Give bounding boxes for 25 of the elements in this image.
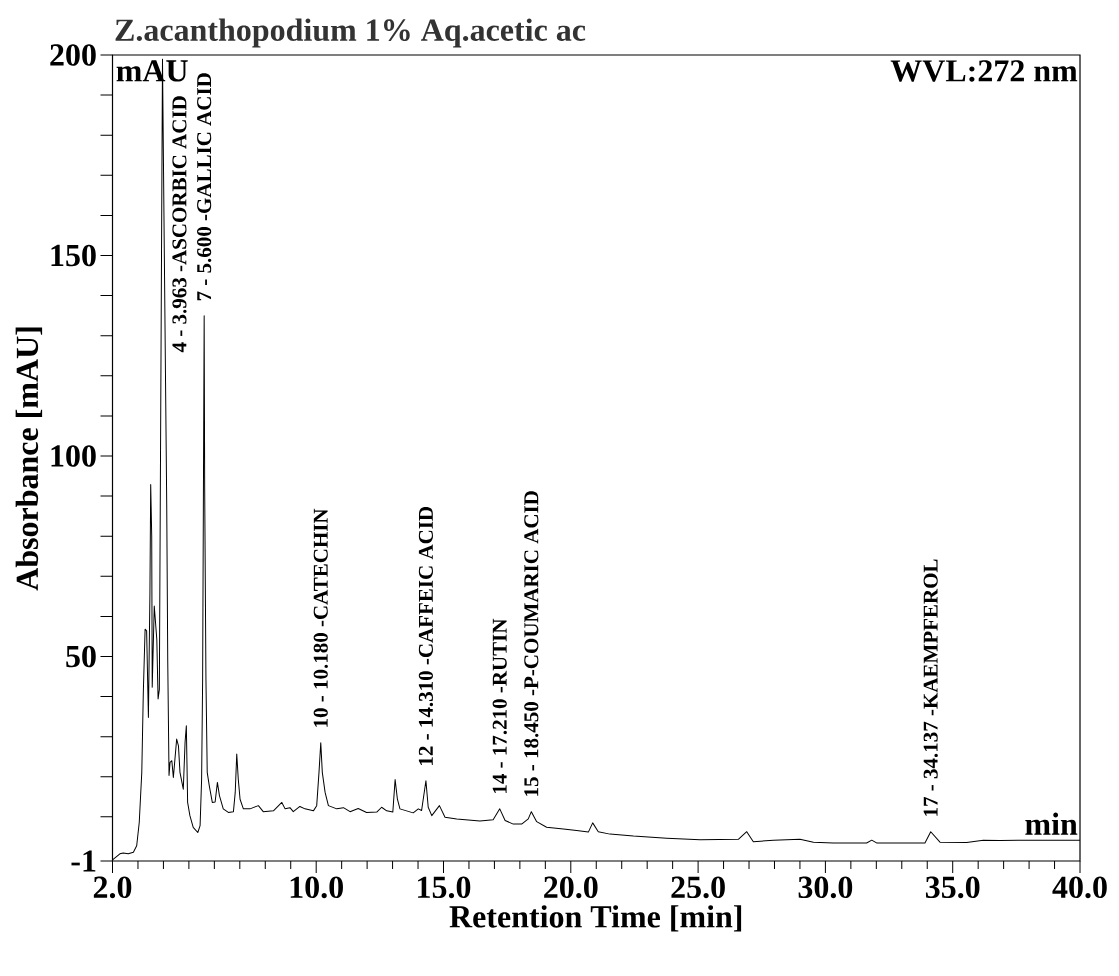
x-tick-label: 25.0 xyxy=(671,876,725,899)
annotation: 12 - 14.310 -CAFFEIC ACID xyxy=(418,506,434,765)
x-tick-label: 2.0 xyxy=(93,876,132,899)
annotation: min xyxy=(1025,812,1078,835)
annotation: 7 - 5.600 -GALLIC ACID xyxy=(197,73,212,301)
annotation: 14 - 17.210 -RUTIN xyxy=(492,618,507,793)
chart-title: Z.acanthopodium 1% Aq.acetic ac xyxy=(115,18,586,48)
x-tick-label: 35.0 xyxy=(925,876,980,899)
y-tick-label: 200 xyxy=(50,44,96,66)
annotation: 4 - 3.963 -ASCORBIC ACID xyxy=(172,96,187,353)
y-tick-label: 100 xyxy=(51,445,96,467)
y-tick-label: 50 xyxy=(66,645,96,668)
x-axis-title: Retention Time [min] xyxy=(449,905,742,932)
x-tick-label: 40.0 xyxy=(1052,876,1107,899)
annotation: 15 - 18.450 -P-COUMARIC ACID xyxy=(524,491,539,796)
x-tick-label: 15.0 xyxy=(418,876,471,899)
annotation: 10 - 10.180 -CATECHIN xyxy=(313,508,328,727)
y-tick-label: -1 xyxy=(71,850,96,872)
y-axis-title: Absorbance [mAU] xyxy=(15,327,43,591)
x-tick-label: 20.0 xyxy=(544,876,598,899)
annotation: WVL:272 nm xyxy=(890,60,1078,82)
y-tick-label: 150 xyxy=(51,244,96,267)
x-tick-label: 10.0 xyxy=(290,876,343,899)
annotation: 17 - 34.137 -KAEMPFEROL xyxy=(923,559,938,816)
x-tick-label: 30.0 xyxy=(798,876,853,899)
